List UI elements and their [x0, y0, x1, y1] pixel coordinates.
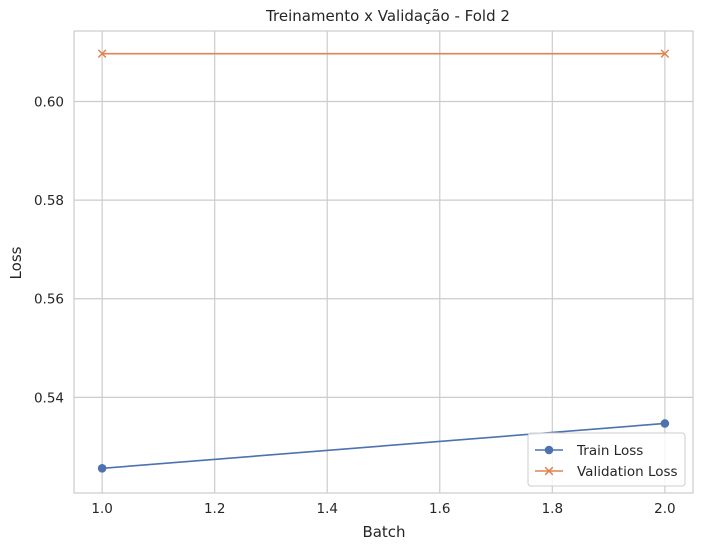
y-tick-label: 0.60: [34, 95, 64, 111]
data-point: [97, 464, 107, 473]
series-validation-loss: [97, 49, 670, 59]
x-tick-label: 1.6: [429, 501, 450, 517]
y-tick-label: 0.54: [34, 390, 64, 406]
x-tick-label: 1.0: [91, 501, 112, 517]
legend-marker: [544, 445, 554, 455]
series-train-loss: [97, 419, 670, 473]
x-tick-label: 1.2: [204, 501, 225, 517]
x-tick-label: 1.8: [542, 501, 563, 517]
series-line: [102, 422, 665, 470]
series-layer: [97, 49, 670, 473]
legend-entry: Train Loss: [535, 443, 643, 459]
legend-box: [527, 432, 686, 487]
legend-marker: [544, 466, 554, 476]
y-tick-label: 0.58: [34, 193, 64, 209]
x-axis-label: Batch: [362, 523, 405, 541]
data-point: [97, 49, 107, 59]
y-tick-label: 0.56: [34, 292, 64, 308]
x-tick-label: 1.4: [316, 501, 337, 517]
plot-area-frame: [73, 30, 694, 494]
grid-lines: [74, 31, 693, 493]
legend-entry: Validation Loss: [535, 464, 678, 480]
data-point: [660, 49, 670, 59]
y-axis-label: Loss: [7, 246, 25, 279]
legend-label: Validation Loss: [577, 464, 678, 480]
x-axis-tick-labels: 1.0 1.2 1.4 1.6 1.8 2.0: [91, 501, 675, 517]
x-tick-label: 2.0: [654, 501, 675, 517]
chart-title: Treinamento x Validação - Fold 2: [265, 7, 510, 25]
legend: Train Loss Validation Loss: [527, 432, 686, 487]
data-point: [660, 419, 670, 428]
legend-label: Train Loss: [576, 443, 643, 459]
y-axis-tick-labels: 0.54 0.56 0.58 0.60: [34, 95, 64, 407]
